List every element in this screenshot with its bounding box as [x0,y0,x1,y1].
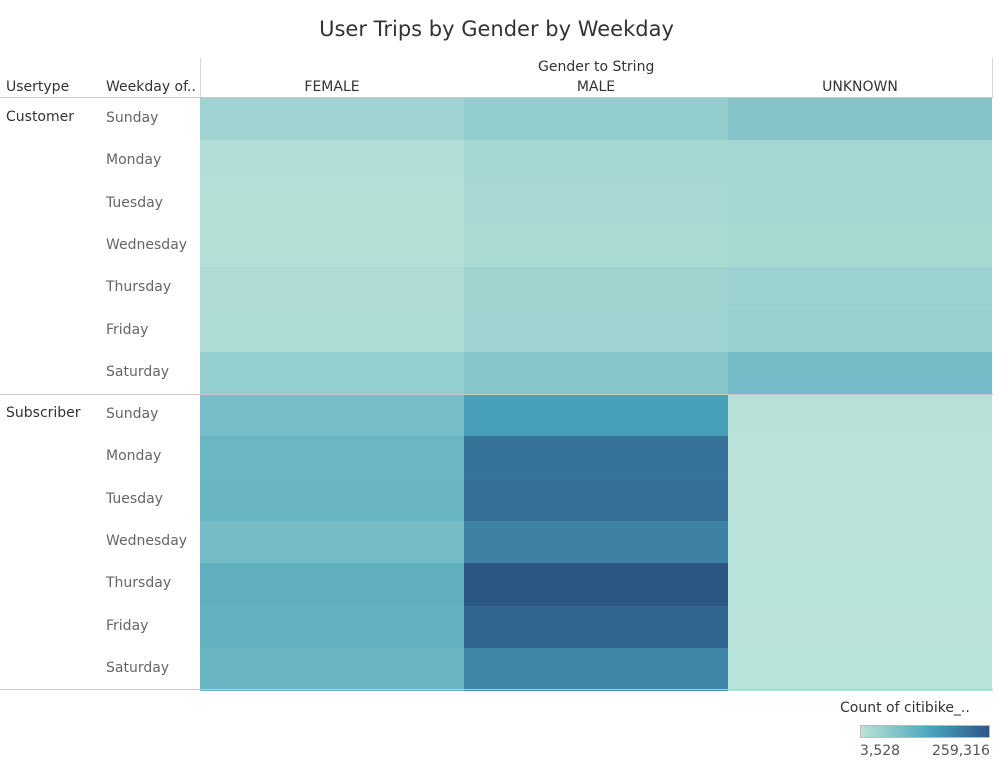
heatmap-cell[interactable] [200,98,464,141]
heatmap-cell[interactable] [728,478,992,522]
heatmap-cell[interactable] [200,351,464,395]
weekday-label: Monday [106,152,162,169]
weekday-label: Saturday [106,659,170,676]
heatmap-cell[interactable] [200,267,464,311]
heatmap-cell[interactable] [464,478,728,522]
heatmap-cell[interactable] [464,309,728,353]
heatmap-cell[interactable] [728,224,992,268]
heatmap-cell[interactable] [464,394,728,438]
heatmap-cell[interactable] [464,267,728,311]
weekday-label: Wednesday [106,236,188,253]
heatmap-cell[interactable] [728,605,992,649]
heatmap-cell[interactable] [728,436,992,480]
heatmap-cell[interactable] [728,351,992,395]
weekday-label: Saturday [106,363,170,380]
heatmap-cell[interactable] [200,521,464,564]
weekday-label: Thursday [106,279,172,296]
heatmap-cell[interactable] [200,182,464,226]
heatmap-cell[interactable] [464,182,728,226]
heatmap-cell[interactable] [728,309,992,353]
weekday-label: Sunday [106,110,159,126]
grid-bottom-line [0,689,993,690]
heatmap-cell[interactable] [200,647,464,691]
usertype-label: Subscriber [6,405,81,422]
usertype-label: Customer [6,109,75,125]
column-header-unknown: UNKNOWN [822,79,898,95]
header-bottom-line [0,97,993,98]
heatmap-cell[interactable] [200,436,464,480]
column-header-male: MALE [576,79,616,95]
weekday-label: Wednesday [106,533,188,549]
header-divider-right [992,58,993,98]
heatmap-cell[interactable] [200,309,464,353]
heatmap-cell[interactable] [728,563,992,607]
heatmap-cell[interactable] [728,647,992,691]
heatmap-cell[interactable] [464,140,728,184]
weekday-label: Tuesday [106,194,163,211]
heatmap-cell[interactable] [464,224,728,268]
weekday-label: Friday [106,617,149,634]
heatmap-cell[interactable] [728,98,992,141]
color-legend-min-label: 3,528 [860,743,901,759]
row-header-usertype: Usertype [6,79,70,95]
column-group-label: Gender to String [538,59,655,75]
heatmap-cell[interactable] [200,605,464,649]
heatmap-cell[interactable] [200,563,464,607]
weekday-label: Tuesday [106,490,163,507]
heatmap-cell[interactable] [728,182,992,226]
color-legend-gradient [860,725,990,738]
color-legend-title: Count of citibike_.. [840,700,970,716]
heatmap-cell[interactable] [728,521,992,564]
heatmap-cell[interactable] [464,351,728,395]
heatmap-cell[interactable] [464,563,728,607]
weekday-label: Monday [106,448,162,465]
chart-title: User Trips by Gender by Weekday [319,17,674,41]
heatmap-cell[interactable] [464,647,728,691]
weekday-label: Thursday [106,575,172,592]
heatmap-cell[interactable] [200,394,464,438]
row-header-weekday: Weekday of.. [106,79,196,95]
heatmap-cell[interactable] [464,98,728,141]
weekday-label: Sunday [106,406,159,423]
heatmap-cell[interactable] [464,436,728,480]
column-header-female: FEMALE [304,79,360,95]
heatmap-cell[interactable] [728,140,992,184]
heatmap-cell[interactable] [728,394,992,438]
heatmap-cell[interactable] [200,224,464,268]
heatmap-cell[interactable] [200,478,464,522]
header-divider-left [200,58,201,98]
heatmap-cell[interactable] [464,521,728,564]
group-divider [0,394,993,395]
weekday-label: Friday [106,321,149,338]
heatmap-cell[interactable] [200,140,464,184]
heatmap-cell[interactable] [728,267,992,311]
color-legend-max-label: 259,316 [932,743,990,759]
heatmap-cell[interactable] [464,605,728,649]
